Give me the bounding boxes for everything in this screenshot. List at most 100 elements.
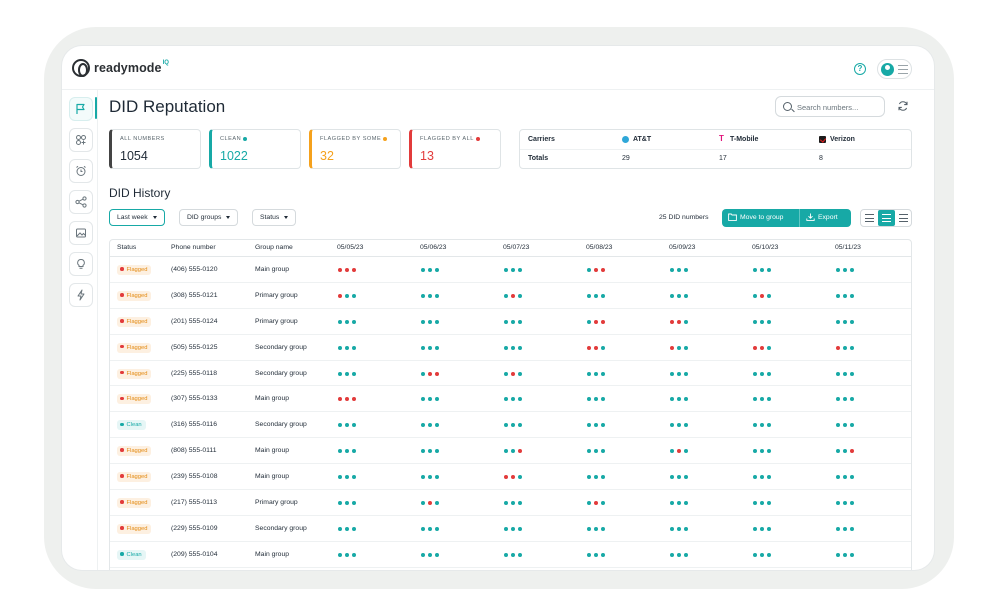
carrier-status-dot	[587, 501, 591, 506]
sidebar-item-insights[interactable]	[69, 252, 93, 276]
carrier-status-dot	[435, 345, 439, 350]
user-menu-button[interactable]	[877, 59, 912, 79]
carrier-name-att: AT&T	[633, 136, 652, 143]
table-row[interactable]: Flagged (225) 555-0118 Secondary group	[110, 361, 911, 387]
stat-card-flagged-by-all[interactable]: FLAGGED BY ALL 13	[409, 129, 501, 169]
sidebar-item-reputation[interactable]	[69, 97, 93, 121]
status-badge: Flagged	[117, 290, 152, 301]
carrier-status-dot	[421, 397, 425, 402]
group-name: Secondary group	[255, 421, 307, 429]
filter-status-dropdown[interactable]: Status	[252, 209, 297, 226]
carrier-status-dot	[435, 397, 439, 402]
carrier-status-dot	[684, 397, 688, 402]
filter-date-dropdown[interactable]: Last week	[109, 209, 165, 226]
carrier-status-dot	[352, 501, 356, 506]
logo[interactable]: readymode IQ	[72, 59, 169, 77]
table-row[interactable]: Flagged (505) 555-0125 Secondary group	[110, 335, 911, 361]
carrier-status-dots	[670, 397, 692, 402]
carrier-status-dot	[760, 552, 764, 557]
view-compact-button[interactable]	[861, 210, 878, 226]
carrier-status-dot	[518, 475, 522, 480]
carrier-status-dot	[836, 397, 840, 402]
group-name: Main group	[255, 473, 290, 481]
table-row[interactable]: Flagged (307) 555-0133 Main group	[110, 386, 911, 413]
status-text: Flagged	[126, 474, 148, 481]
carrier-status-dot	[511, 319, 515, 324]
logo-icon	[72, 59, 90, 77]
phone-number: (225) 555-0118	[171, 369, 217, 377]
carrier-status-dot	[345, 449, 349, 454]
help-icon[interactable]: ?	[854, 63, 866, 75]
status-badge: Flagged	[117, 523, 152, 534]
carrier-status-dots	[421, 268, 443, 273]
stat-card-flagged-by-some[interactable]: FLAGGED BY SOME 32	[309, 129, 401, 169]
carrier-status-dots	[587, 397, 609, 402]
move-to-group-button[interactable]: Move to group	[728, 209, 783, 227]
carrier-status-dot	[670, 319, 674, 324]
carrier-status-dots	[836, 397, 858, 402]
carrier-status-dots	[836, 293, 858, 299]
status-badge: Flagged	[117, 446, 152, 457]
table-row[interactable]: Flagged (808) 555-0111 Main group	[110, 438, 911, 465]
carrier-status-dot	[421, 526, 425, 531]
page-title: DID Reputation	[109, 97, 226, 116]
carrier-status-dot	[670, 526, 674, 531]
view-expanded-button[interactable]	[895, 210, 912, 226]
sidebar-item-schedule[interactable]	[69, 159, 93, 183]
carrier-status-dot	[767, 526, 771, 531]
carrier-status-dot	[836, 526, 840, 531]
carrier-status-dots	[421, 319, 443, 325]
carrier-status-dot	[511, 449, 515, 454]
group-name: Primary group	[255, 499, 298, 507]
status-badge: Flagged	[117, 265, 152, 275]
view-default-button[interactable]	[878, 210, 895, 226]
carrier-status-dot	[345, 501, 349, 506]
export-button[interactable]: Export	[806, 209, 838, 227]
carrier-status-dot	[518, 397, 522, 402]
carrier-status-dot	[518, 371, 522, 376]
carrier-status-dot	[594, 397, 598, 402]
carrier-status-dot	[338, 501, 342, 506]
carrier-status-dot	[518, 552, 522, 557]
table-row[interactable]: Flagged (229) 555-0109 Secondary group	[110, 516, 911, 542]
status-dot	[120, 422, 124, 427]
carrier-status-dot	[843, 449, 847, 454]
carrier-status-dot	[760, 449, 764, 454]
stat-card-all-numbers[interactable]: ALL NUMBERS 1054	[109, 129, 201, 169]
table-row[interactable]: Flagged (217) 555-0113 Primary group	[110, 490, 911, 516]
carrier-status-dot	[587, 268, 591, 272]
status-dot	[243, 136, 248, 141]
table-row[interactable]: Flagged (308) 555-0121 Primary group	[110, 283, 911, 309]
phone-number: (308) 555-0121	[171, 291, 218, 299]
verizon-logo-icon	[819, 136, 826, 143]
carrier-status-dot	[677, 526, 681, 531]
sidebar-item-automation[interactable]	[69, 283, 93, 307]
refresh-icon[interactable]	[897, 100, 909, 112]
carrier-status-dot	[850, 475, 854, 480]
group-name: Secondary group	[255, 343, 307, 351]
table-row[interactable]: Flagged (201) 555-0124 Primary group	[110, 309, 911, 335]
filter-groups-dropdown[interactable]: DID groups	[179, 209, 239, 226]
carrier-status-dots	[338, 449, 360, 454]
table-row[interactable]: Flagged (406) 555-0120 Main group	[110, 257, 911, 283]
search-input[interactable]	[797, 100, 881, 114]
filter-label: Status	[260, 214, 280, 221]
carrier-status-dot	[421, 319, 425, 324]
sidebar-item-groups[interactable]	[69, 128, 93, 152]
carrier-status-dot	[843, 423, 847, 428]
phone-number: (406) 555-0120	[171, 266, 218, 273]
carrier-status-dots	[753, 371, 775, 377]
table-row[interactable]: Clean (209) 555-0104 Main group	[110, 542, 911, 568]
carrier-status-dot	[850, 293, 854, 298]
table-row[interactable]: Clean (316) 555-0116 Secondary group	[110, 412, 911, 439]
carrier-status-dot	[594, 268, 598, 272]
table-row[interactable]: Flagged (239) 555-0108 Main group	[110, 464, 911, 491]
carrier-status-dot	[843, 475, 847, 480]
stat-card-clean[interactable]: CLEAN 1022	[209, 129, 301, 169]
carrier-status-dot	[753, 268, 757, 272]
sidebar-item-media[interactable]	[69, 221, 93, 245]
carrier-status-dot	[836, 501, 840, 506]
search-box[interactable]	[775, 96, 885, 117]
carrier-status-dot	[843, 345, 847, 350]
sidebar-item-integrations[interactable]	[69, 190, 93, 214]
